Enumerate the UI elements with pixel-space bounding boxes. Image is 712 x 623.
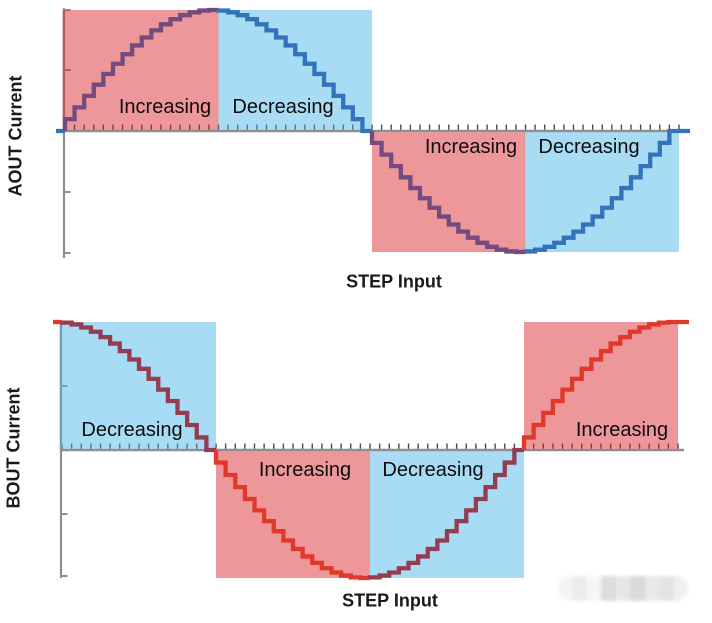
watermark-cell <box>644 576 660 601</box>
quadrant-region-decreasing <box>370 451 524 578</box>
waveform-quadrant-1 <box>62 7 219 131</box>
aout-q4-region-label: Decreasing <box>538 136 640 158</box>
quadrant-region-increasing <box>372 132 526 252</box>
quadrant-region-increasing <box>524 322 678 449</box>
bout-q4-region-label: Increasing <box>575 419 669 441</box>
waveform-quadrant-4 <box>521 319 689 450</box>
quadrant-region-increasing <box>62 10 219 130</box>
waveform-quadrant-2 <box>213 450 370 581</box>
aout-q3-region-label: Increasing <box>424 136 518 158</box>
watermark-cell <box>558 576 573 601</box>
bout-y-axis-title: BOUT Current <box>3 387 24 509</box>
watermark-cell <box>615 576 631 601</box>
aout-x-axis-title: STEP Input <box>346 271 442 292</box>
watermark-cell <box>601 576 616 601</box>
watermark-cell <box>572 576 587 601</box>
quadrant-region-decreasing <box>525 132 679 252</box>
aout-q2-region-label: Decreasing <box>232 96 334 118</box>
watermark-cell <box>673 576 688 601</box>
waveform-quadrant-4 <box>523 128 690 254</box>
blurred-watermark <box>558 576 688 601</box>
bout-q2-region-label: Increasing <box>258 459 352 481</box>
bout-q3-region-label: Decreasing <box>382 459 484 481</box>
watermark-cell <box>659 576 674 601</box>
quadrant-region-decreasing <box>218 10 372 130</box>
quadrant-region-increasing <box>216 451 370 578</box>
aout-q1-region-label: Increasing <box>118 96 212 118</box>
aout-chart-group <box>56 7 690 258</box>
waveform-quadrant-3 <box>369 131 526 255</box>
bout-x-axis-title: STEP Input <box>342 590 438 611</box>
quadrant-region-decreasing <box>59 322 216 449</box>
waveform-quadrant-2 <box>216 8 372 134</box>
watermark-cell <box>586 576 602 601</box>
waveform-quadrant-1 <box>59 320 216 453</box>
bout-chart-group <box>53 319 689 581</box>
aout-y-axis-title: AOUT Current <box>5 75 26 197</box>
waveform-quadrant-3 <box>367 447 524 580</box>
watermark-cell <box>630 576 645 601</box>
bout-q1-region-label: Decreasing <box>81 419 183 441</box>
